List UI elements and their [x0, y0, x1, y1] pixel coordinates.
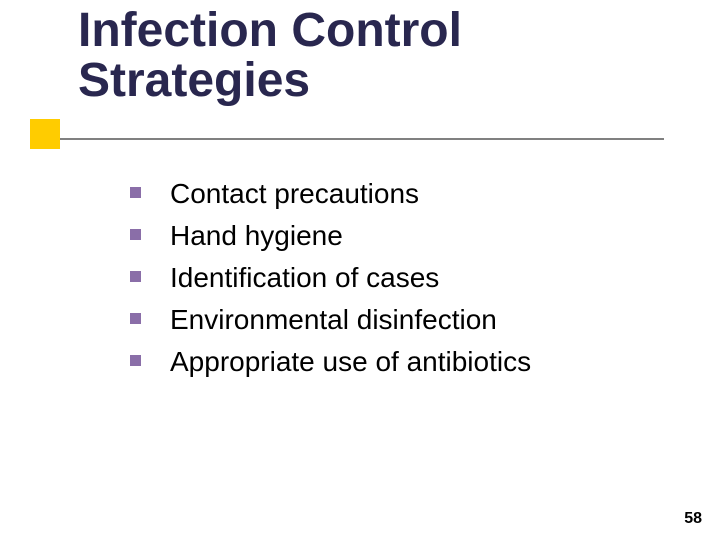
slide: { "title": { "line1": "Infection Control… — [0, 0, 720, 540]
bullet-square-icon — [130, 187, 141, 198]
bullet-text: Hand hygiene — [170, 220, 343, 251]
slide-title: Infection Control Strategies — [78, 6, 462, 107]
bullet-square-icon — [130, 229, 141, 240]
list-item: Identification of cases — [130, 257, 531, 299]
list-item: Hand hygiene — [130, 215, 531, 257]
list-item: Contact precautions — [130, 173, 531, 215]
list-item: Environmental disinfection — [130, 299, 531, 341]
bullet-square-icon — [130, 355, 141, 366]
accent-square — [30, 119, 60, 149]
title-line-2: Strategies — [78, 56, 462, 106]
bullet-square-icon — [130, 271, 141, 282]
bullet-text: Appropriate use of antibiotics — [170, 346, 531, 377]
bullet-list: Contact precautions Hand hygiene Identif… — [130, 173, 531, 383]
bullet-square-icon — [130, 313, 141, 324]
title-line-1: Infection Control — [78, 6, 462, 56]
page-number: 58 — [684, 510, 702, 528]
list-item: Appropriate use of antibiotics — [130, 341, 531, 383]
bullet-text: Identification of cases — [170, 262, 439, 293]
bullet-text: Contact precautions — [170, 178, 419, 209]
bullet-text: Environmental disinfection — [170, 304, 497, 335]
title-underline — [30, 138, 664, 140]
